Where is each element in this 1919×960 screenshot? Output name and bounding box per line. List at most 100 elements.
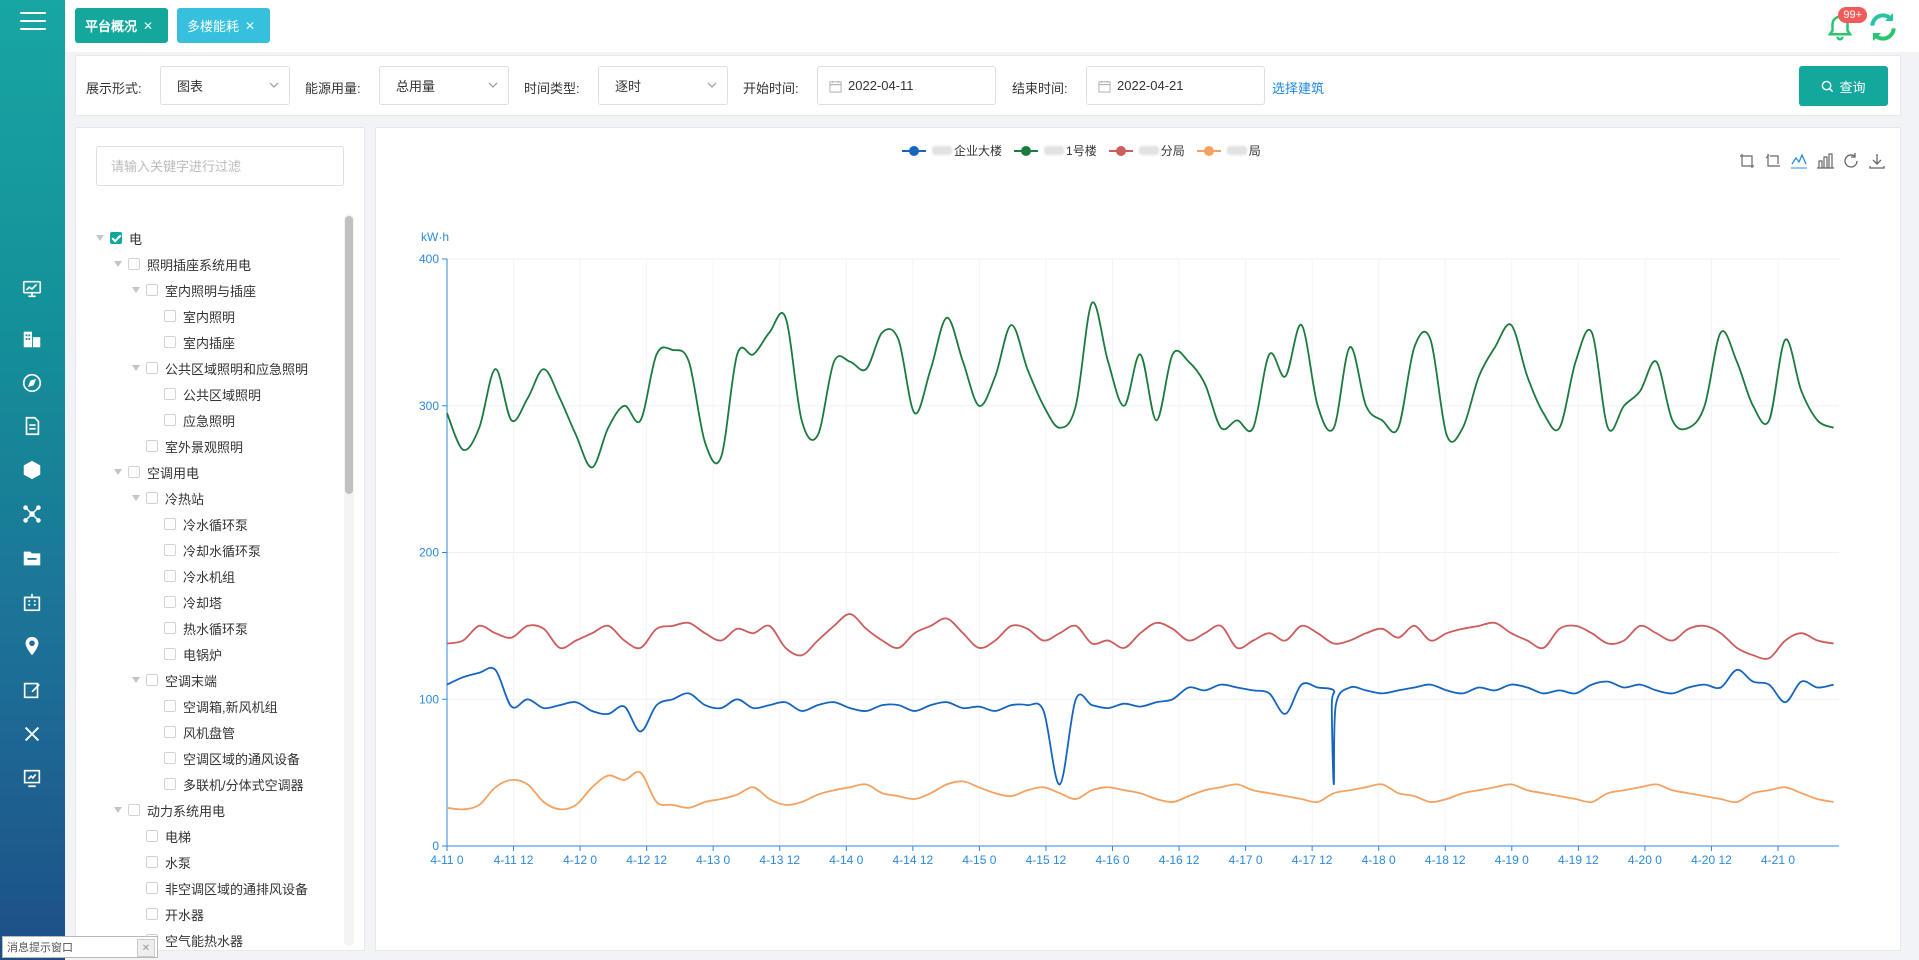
tree-node[interactable]: 公共区域照明和应急照明	[132, 358, 308, 378]
zoom-icon[interactable]	[1738, 152, 1756, 170]
tree-checkbox[interactable]	[164, 752, 176, 764]
caret-down-icon[interactable]	[96, 235, 104, 241]
caret-down-icon[interactable]	[132, 365, 140, 371]
edit-icon[interactable]	[19, 677, 45, 703]
buildings-icon[interactable]	[19, 326, 45, 352]
display-select[interactable]: 图表	[160, 66, 290, 105]
tree-node[interactable]: 空调末端	[132, 670, 217, 690]
legend-item[interactable]: 分局	[1108, 142, 1185, 159]
tree-node[interactable]: 冷却水循环泵	[150, 540, 261, 560]
start-date-input[interactable]: 2022-04-11	[817, 66, 996, 105]
series-line-3[interactable]	[446, 770, 1834, 811]
zoom-reset-icon[interactable]	[1764, 152, 1782, 170]
tree-node[interactable]: 室内插座	[150, 332, 235, 352]
caret-down-icon[interactable]	[114, 261, 122, 267]
tree-checkbox[interactable]	[110, 232, 122, 244]
office-building-icon[interactable]	[19, 589, 45, 615]
tree-checkbox[interactable]	[146, 440, 158, 452]
tree-checkbox[interactable]	[164, 388, 176, 400]
tree-node[interactable]: 室外景观照明	[132, 436, 243, 456]
end-date-input[interactable]: 2022-04-21	[1086, 66, 1265, 105]
tree-node[interactable]: 动力系统用电	[114, 800, 225, 820]
tree-node[interactable]: 空调用电	[114, 462, 199, 482]
tree-checkbox[interactable]	[164, 310, 176, 322]
restore-icon[interactable]	[1842, 152, 1860, 170]
tree-node[interactable]: 非空调区域的通排风设备	[132, 878, 308, 898]
tree-checkbox[interactable]	[128, 258, 140, 270]
tree-node[interactable]: 应急照明	[150, 410, 235, 430]
tree-checkbox[interactable]	[146, 856, 158, 868]
download-icon[interactable]	[1868, 152, 1886, 170]
tree-node[interactable]: 冷热站	[132, 488, 204, 508]
tree-node[interactable]: 电锅炉	[150, 644, 222, 664]
tree-checkbox[interactable]	[164, 622, 176, 634]
tree-checkbox[interactable]	[146, 830, 158, 842]
series-line-2[interactable]	[446, 613, 1834, 660]
tree-checkbox[interactable]	[164, 700, 176, 712]
tree-node[interactable]: 多联机/分体式空调器	[150, 774, 304, 794]
tree-node[interactable]: 风机盘管	[150, 722, 235, 742]
report-icon[interactable]	[19, 765, 45, 791]
tree-node[interactable]: 水泵	[132, 852, 191, 872]
tree-node[interactable]: 室内照明与插座	[132, 280, 256, 300]
tree-checkbox[interactable]	[164, 648, 176, 660]
legend-item[interactable]: 1号楼	[1014, 142, 1097, 159]
tree-node[interactable]: 热水循环泵	[150, 618, 248, 638]
tree-checkbox[interactable]	[164, 570, 176, 582]
tree-node[interactable]: 冷水循环泵	[150, 514, 248, 534]
tools-icon[interactable]	[19, 721, 45, 747]
tree-node[interactable]: 空调箱,新风机组	[150, 696, 278, 716]
hamburger-menu-icon[interactable]	[20, 12, 46, 32]
tree-node[interactable]: 电梯	[132, 826, 191, 846]
close-icon[interactable]: ✕	[143, 18, 154, 33]
tree-checkbox[interactable]	[146, 284, 158, 296]
legend-item[interactable]: 企业大楼	[902, 142, 1002, 159]
close-icon[interactable]: ✕	[137, 939, 155, 957]
tab-multi-building-energy[interactable]: 多楼能耗 ✕	[177, 8, 270, 43]
network-icon[interactable]	[19, 501, 45, 527]
tree-node[interactable]: 照明插座系统用电	[114, 254, 251, 274]
tree-node[interactable]: 电	[96, 228, 142, 248]
tree-checkbox[interactable]	[128, 466, 140, 478]
caret-down-icon[interactable]	[132, 287, 140, 293]
tab-platform-overview[interactable]: 平台概况 ✕	[75, 8, 168, 43]
caret-down-icon[interactable]	[132, 677, 140, 683]
tree-node[interactable]: 开水器	[132, 904, 204, 924]
monitor-icon[interactable]	[19, 276, 45, 302]
tree-checkbox[interactable]	[146, 908, 158, 920]
close-icon[interactable]: ✕	[245, 18, 256, 33]
compass-icon[interactable]	[19, 370, 45, 396]
time-type-select[interactable]: 逐时	[598, 66, 728, 105]
location-pin-icon[interactable]	[19, 633, 45, 659]
tree-checkbox[interactable]	[146, 492, 158, 504]
caret-down-icon[interactable]	[114, 469, 122, 475]
tree-checkbox[interactable]	[164, 336, 176, 348]
refresh-icon[interactable]	[1867, 11, 1899, 43]
tree-checkbox[interactable]	[164, 518, 176, 530]
caret-down-icon[interactable]	[132, 495, 140, 501]
series-line-0[interactable]	[446, 666, 1834, 786]
query-button[interactable]: 查询	[1799, 66, 1888, 106]
select-building-link[interactable]: 选择建筑	[1272, 81, 1325, 96]
tree-checkbox[interactable]	[164, 544, 176, 556]
tree-checkbox[interactable]	[146, 882, 158, 894]
tree-checkbox[interactable]	[146, 674, 158, 686]
cube-icon[interactable]	[19, 457, 45, 483]
bar-chart-icon[interactable]	[1816, 152, 1834, 170]
tree-node[interactable]: 空调区域的通风设备	[150, 748, 300, 768]
series-line-1[interactable]	[446, 301, 1834, 469]
tree-checkbox[interactable]	[164, 596, 176, 608]
tree-node[interactable]: 冷水机组	[150, 566, 235, 586]
energy-select[interactable]: 总用量	[379, 66, 509, 105]
tree-filter-input[interactable]	[96, 146, 344, 186]
folder-icon[interactable]	[19, 545, 45, 571]
tree-scrollbar[interactable]	[344, 214, 354, 946]
tree-node[interactable]: 公共区域照明	[150, 384, 261, 404]
energy-line-chart[interactable]: 0 100 200 300 400 4-11 0 4-11 12 4-12 0 4-12 12 4…	[376, 128, 1902, 952]
tree-checkbox[interactable]	[146, 362, 158, 374]
document-icon[interactable]	[19, 413, 45, 439]
tree-checkbox[interactable]	[164, 726, 176, 738]
line-chart-icon[interactable]	[1790, 152, 1808, 170]
tree-checkbox[interactable]	[164, 778, 176, 790]
scrollbar-thumb[interactable]	[345, 216, 353, 494]
